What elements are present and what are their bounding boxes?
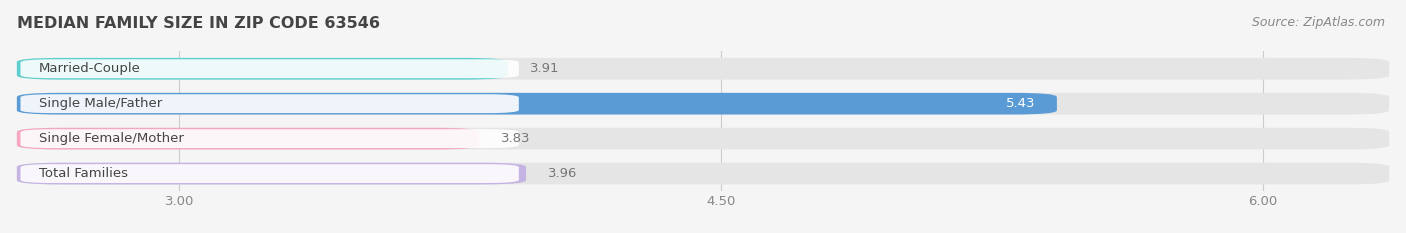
FancyBboxPatch shape <box>17 128 1389 150</box>
FancyBboxPatch shape <box>17 93 1389 115</box>
FancyBboxPatch shape <box>17 163 1389 185</box>
FancyBboxPatch shape <box>21 129 519 148</box>
FancyBboxPatch shape <box>21 164 519 183</box>
FancyBboxPatch shape <box>17 163 526 185</box>
FancyBboxPatch shape <box>17 58 508 80</box>
FancyBboxPatch shape <box>17 58 1389 80</box>
Text: Single Male/Father: Single Male/Father <box>38 97 162 110</box>
Text: 3.83: 3.83 <box>501 132 530 145</box>
FancyBboxPatch shape <box>17 93 1057 115</box>
Text: Total Families: Total Families <box>38 167 128 180</box>
Text: Source: ZipAtlas.com: Source: ZipAtlas.com <box>1251 16 1385 29</box>
FancyBboxPatch shape <box>21 59 519 78</box>
FancyBboxPatch shape <box>21 94 519 113</box>
Text: 3.91: 3.91 <box>530 62 560 75</box>
Text: 3.96: 3.96 <box>548 167 576 180</box>
Text: Married-Couple: Married-Couple <box>38 62 141 75</box>
FancyBboxPatch shape <box>17 128 479 150</box>
Text: Single Female/Mother: Single Female/Mother <box>38 132 183 145</box>
Text: MEDIAN FAMILY SIZE IN ZIP CODE 63546: MEDIAN FAMILY SIZE IN ZIP CODE 63546 <box>17 16 380 31</box>
Text: 5.43: 5.43 <box>1005 97 1035 110</box>
